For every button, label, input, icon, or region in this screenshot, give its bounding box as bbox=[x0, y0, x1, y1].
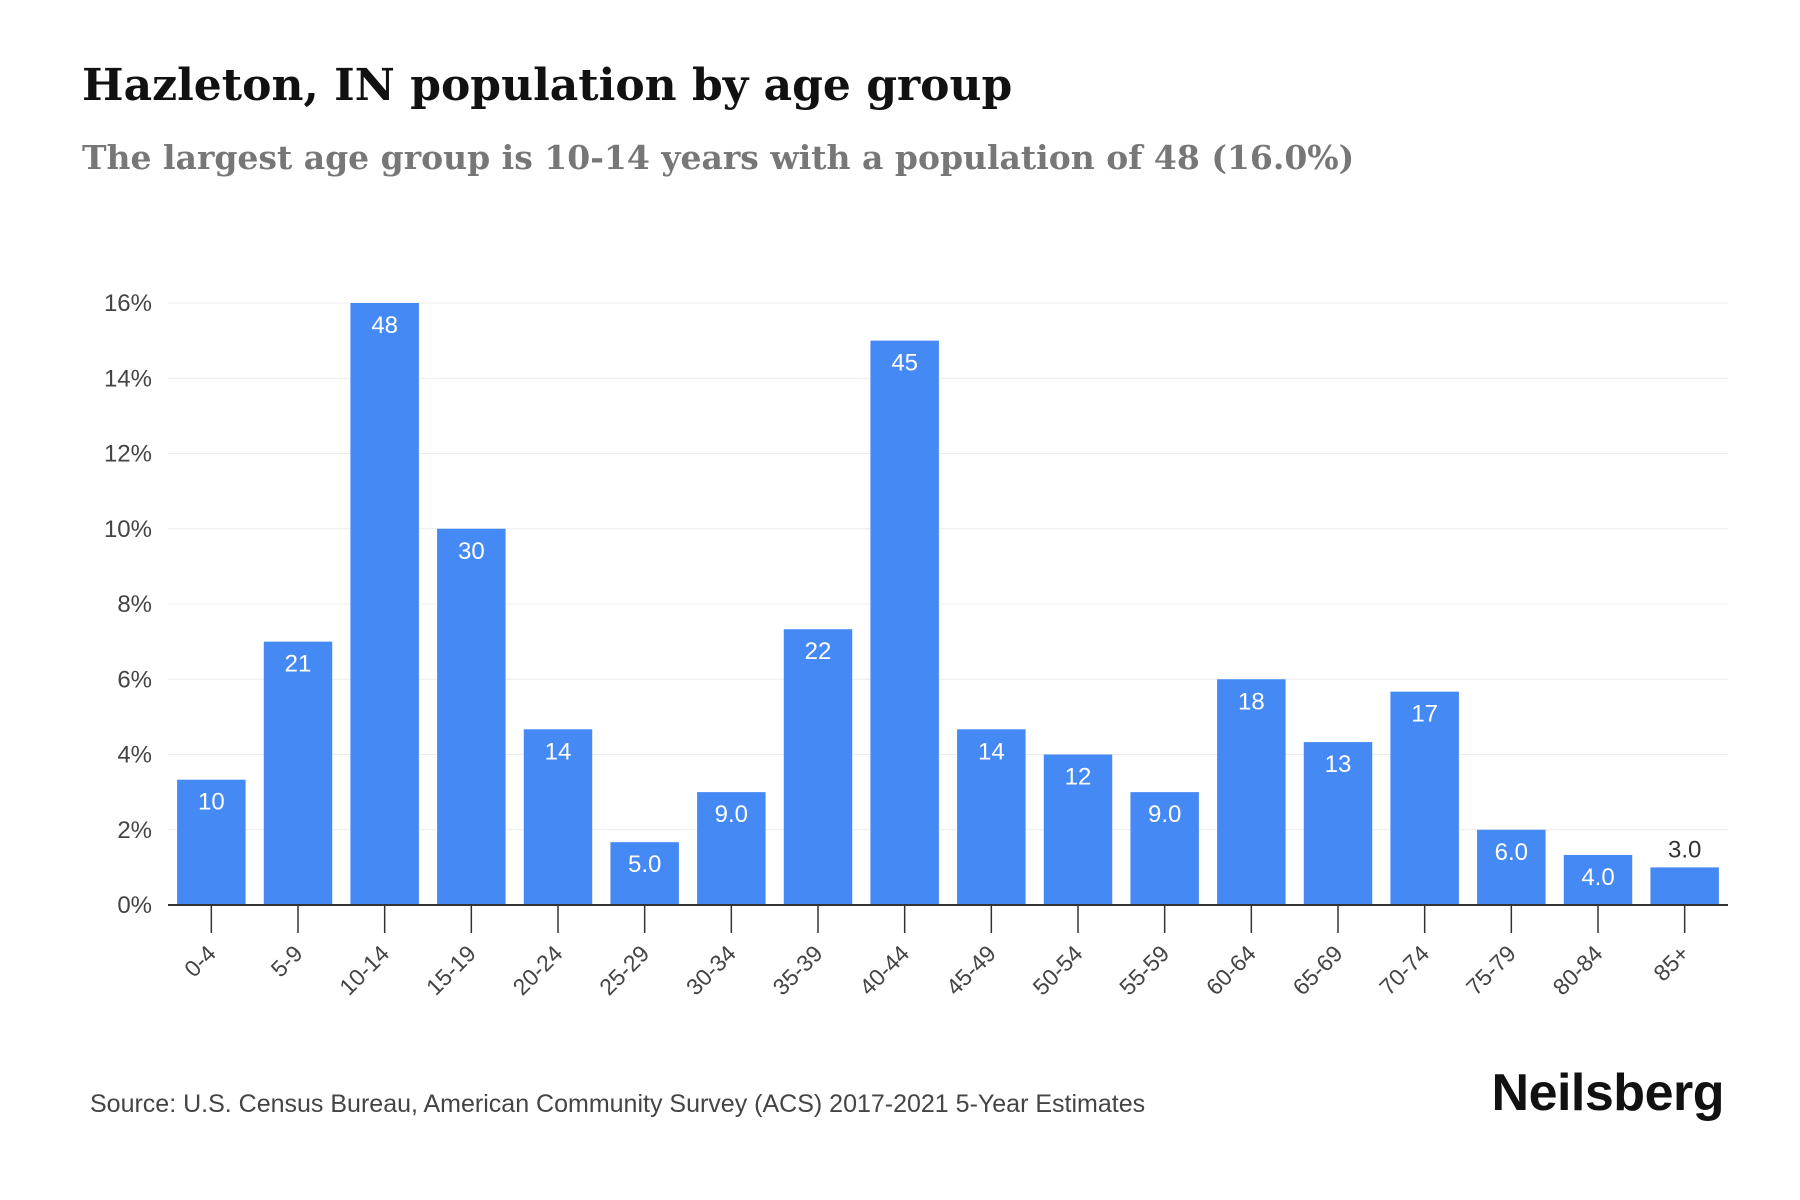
bar[interactable] bbox=[177, 779, 246, 905]
y-tick-label: 16% bbox=[104, 290, 152, 317]
source-note: Source: U.S. Census Bureau, American Com… bbox=[90, 1090, 1146, 1118]
bar-value-label: 18 bbox=[1238, 688, 1265, 715]
bar-value-label: 9.0 bbox=[1148, 801, 1181, 828]
bar-value-label: 3.0 bbox=[1668, 836, 1701, 863]
x-tick-label: 70-74 bbox=[1374, 940, 1434, 1000]
bar[interactable] bbox=[697, 792, 766, 905]
bar[interactable] bbox=[870, 340, 939, 905]
chart-title: Hazleton, IN population by age group bbox=[82, 60, 1013, 111]
bar-value-label: 45 bbox=[891, 350, 918, 377]
bar-value-label: 12 bbox=[1065, 764, 1092, 791]
y-tick-label: 4% bbox=[117, 742, 152, 769]
bar[interactable] bbox=[1303, 742, 1373, 905]
bar[interactable] bbox=[350, 303, 419, 905]
brand-logo: Neilsberg bbox=[1491, 1064, 1725, 1122]
bar-value-label: 9.0 bbox=[715, 801, 748, 828]
x-tick-label: 10-14 bbox=[334, 940, 394, 1000]
bar-value-label: 21 bbox=[285, 651, 312, 678]
bar[interactable] bbox=[957, 729, 1026, 905]
y-tick-label: 0% bbox=[117, 892, 152, 919]
bar-value-label: 30 bbox=[458, 538, 485, 565]
bar[interactable] bbox=[1130, 792, 1199, 905]
x-tick-label: 50-54 bbox=[1028, 940, 1088, 1000]
bar[interactable] bbox=[1477, 829, 1546, 905]
x-tick-label: 20-24 bbox=[508, 940, 568, 1000]
x-tick-label: 30-34 bbox=[681, 940, 741, 1000]
x-tick-label: 80-84 bbox=[1548, 940, 1608, 1000]
x-tick-label: 5-9 bbox=[266, 940, 308, 982]
bar-value-label: 6.0 bbox=[1495, 839, 1528, 866]
bar[interactable] bbox=[437, 528, 506, 905]
y-axis: 0% 2% 4% 6% 8% 10% 12% 14% 16% bbox=[104, 290, 152, 919]
x-tick-label: 55-59 bbox=[1114, 940, 1174, 1000]
bar-value-label: 17 bbox=[1411, 701, 1438, 728]
bar-value-label: 4.0 bbox=[1581, 864, 1614, 891]
bar-chart: 0% 2% 4% 6% 8% 10% 12% 14% 16% 10 21 48 30 14 5.0 9.0 2… bbox=[104, 290, 1728, 1000]
x-tick-label: 65-69 bbox=[1288, 940, 1348, 1000]
bar[interactable] bbox=[1043, 754, 1113, 906]
x-tick-label: 0-4 bbox=[179, 940, 221, 982]
gridlines bbox=[168, 302, 1728, 831]
bar-value-label: 13 bbox=[1325, 751, 1352, 778]
bar-value-label: 10 bbox=[198, 789, 225, 816]
x-tick-label: 45-49 bbox=[941, 940, 1001, 1000]
x-tick-label: 35-39 bbox=[768, 940, 828, 1000]
x-tick-label: 75-79 bbox=[1461, 940, 1521, 1000]
bar[interactable] bbox=[1390, 691, 1459, 905]
y-tick-label: 12% bbox=[104, 441, 152, 468]
bar-value-label: 14 bbox=[978, 738, 1005, 765]
y-tick-label: 14% bbox=[104, 365, 152, 392]
x-tick-label: 60-64 bbox=[1201, 940, 1261, 1000]
chart-subtitle: The largest age group is 10-14 years wit… bbox=[82, 138, 1355, 177]
x-axis: 0-4 5-9 10-14 15-19 20-24 25-29 30-34 35-39 40-4… bbox=[168, 904, 1728, 1000]
bars: 10 21 48 30 14 5.0 9.0 22 45 14 12 9.0 18 13 17 6.0 4.0 3… bbox=[177, 303, 1719, 905]
bar[interactable] bbox=[1650, 867, 1719, 905]
y-tick-label: 10% bbox=[104, 516, 152, 543]
bar[interactable] bbox=[1217, 679, 1286, 905]
bar[interactable] bbox=[783, 629, 853, 905]
bar[interactable] bbox=[610, 842, 679, 905]
bar-value-label: 48 bbox=[371, 312, 398, 339]
x-tick-label: 40-44 bbox=[854, 940, 914, 1000]
y-tick-label: 6% bbox=[117, 666, 152, 693]
bar-value-label: 22 bbox=[805, 638, 832, 665]
x-tick-label: 15-19 bbox=[421, 940, 481, 1000]
bar[interactable] bbox=[523, 729, 593, 905]
bar[interactable] bbox=[1563, 854, 1633, 905]
y-tick-label: 2% bbox=[117, 817, 152, 844]
x-tick-label: 25-29 bbox=[594, 940, 654, 1000]
bar-value-label: 14 bbox=[545, 738, 572, 765]
x-tick-label: 85+ bbox=[1648, 940, 1694, 986]
y-tick-label: 8% bbox=[117, 591, 152, 618]
bar[interactable] bbox=[263, 641, 333, 905]
bar-value-label: 5.0 bbox=[628, 851, 661, 878]
